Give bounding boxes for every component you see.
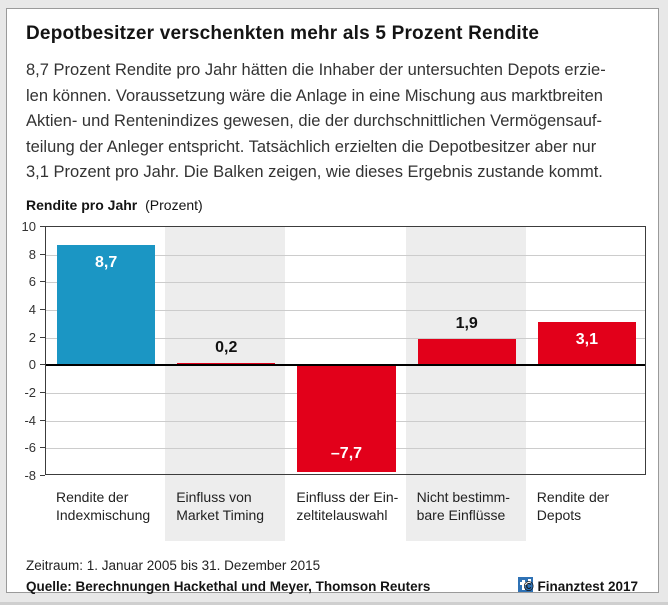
intro-line: 8,7 Prozent Rendite pro Jahr hätten die …: [26, 61, 606, 79]
category-label-line: bare Einflüsse: [416, 507, 506, 523]
grid-line: [46, 254, 645, 256]
intro-line: 3,1 Prozent pro Jahr. Die Balken zeigen,…: [26, 163, 603, 181]
category-label-line: Indexmischung: [56, 507, 151, 523]
category-label: Einfluss von Market Timing: [176, 488, 282, 524]
chart-axis-title-unit: (Prozent): [145, 197, 203, 213]
y-axis-tick: [40, 281, 45, 283]
y-tick-label: 8: [28, 246, 36, 262]
grid-line: [46, 282, 645, 284]
category-label: Rendite der Indexmischung: [56, 488, 162, 524]
category-label-line: zeltitelauswahl: [296, 507, 388, 523]
y-axis-tick: [40, 253, 45, 255]
y-tick-label: 6: [28, 274, 36, 290]
category-label-line: Nicht bestimm-: [416, 489, 510, 505]
y-tick-label: 2: [28, 329, 36, 345]
y-tick-label: 0: [28, 357, 36, 373]
intro-line: Aktien- und Rentenindizes gewesen, die d…: [26, 112, 603, 130]
y-axis-tick: [40, 336, 45, 338]
bar: [417, 339, 516, 366]
finanztest-logo-icon: [518, 577, 533, 592]
y-tick-label: -2: [24, 385, 36, 400]
chart-source-note: Quelle: Berechnungen Hackethal und Meyer…: [26, 579, 431, 594]
bar: [537, 322, 636, 366]
bar-value-label: 0,2: [215, 338, 238, 356]
y-axis-tick: [40, 309, 45, 310]
y-axis-tick: [40, 392, 45, 393]
bar: [297, 365, 396, 472]
figure-title: Depotbesitzer verschenkten mehr als 5 Pr…: [26, 23, 540, 44]
category-label-line: Rendite der: [56, 489, 129, 505]
zero-baseline: [46, 364, 645, 367]
y-tick-label: 10: [21, 219, 36, 234]
category-label-line: Rendite der: [536, 489, 610, 505]
bar-value-label: –7,7: [330, 444, 363, 462]
grid-line: [46, 337, 645, 339]
bar: [57, 244, 156, 366]
y-axis-tick: [40, 419, 45, 421]
y-axis-tick: [40, 447, 45, 449]
intro-line: len können. Voraussetzung wäre die Anlag…: [26, 86, 603, 105]
category-label-line: Depots: [536, 507, 582, 523]
category-label: Einfluss der Ein-zeltitelauswahl: [296, 488, 402, 524]
chart-axis-title-main: Rendite pro Jahr: [26, 197, 138, 213]
intro-paragraph: 8,7 Prozent Rendite pro Jahr hätten die …: [26, 58, 656, 186]
category-label: Rendite der Depots: [537, 488, 643, 524]
figure-panel: Depotbesitzer verschenkten mehr als 5 Pr…: [6, 8, 659, 594]
y-tick-label: -4: [24, 412, 36, 428]
y-axis-tick: [40, 226, 45, 227]
y-tick-label: 4: [28, 302, 36, 317]
y-axis-tick: [40, 475, 45, 476]
category-label-line: Einfluss von: [176, 489, 252, 505]
chart-period-note: Zeitraum: 1. Januar 2005 bis 31. Dezembe…: [26, 558, 321, 573]
chart-axis-title: Rendite pro Jahr (Prozent): [26, 197, 203, 213]
grid-line: [46, 310, 645, 311]
chart-category-labels: Rendite der Indexmischung Einfluss von Mark…: [45, 488, 646, 540]
copyright-label: © Finanztest 2017: [523, 579, 638, 594]
bottom-divider: [0, 602, 668, 605]
bar-value-label: 3,1: [575, 331, 599, 349]
y-tick-label: -6: [24, 440, 36, 456]
category-label-line: Einfluss der Ein-: [296, 489, 399, 505]
bar-value-label: 1,9: [455, 315, 478, 333]
bar-value-label: 8,7: [94, 253, 118, 271]
category-label-line: Market Timing: [176, 507, 265, 523]
category-label: Nicht bestimm-bare Einflüsse: [417, 488, 523, 524]
bar-chart-plot-area: 10 8 6 4 2 0 -2 -4 -6 -8 8,7 0,2 –7,7 1,9 3,1: [22, 219, 646, 483]
y-tick-label: -8: [24, 468, 36, 483]
intro-line: teilung der Anleger entspricht. Tatsächl…: [26, 137, 597, 156]
y-axis-tick: [40, 364, 45, 366]
